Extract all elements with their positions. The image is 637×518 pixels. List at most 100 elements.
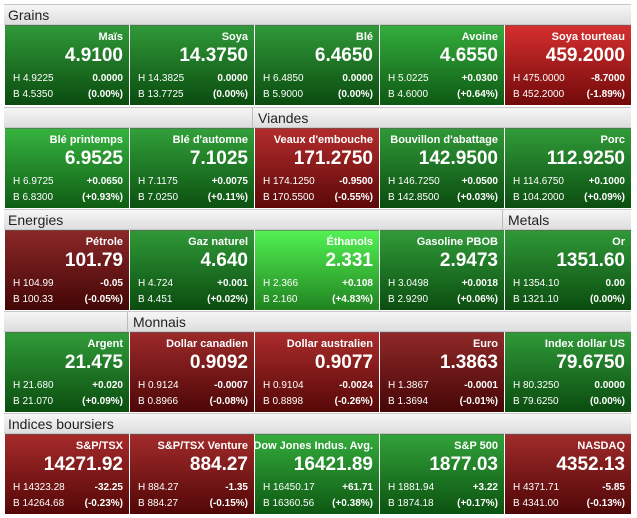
quote-price: 14271.92 xyxy=(43,454,123,475)
quote-name: S&P 500 xyxy=(454,440,498,452)
quote-high: H 4371.71 xyxy=(513,482,560,493)
quote-low: B 21.070 xyxy=(13,396,54,407)
quote-tile: S&P/TSX Venture 884.27 H 884.27 -1.35 B 884.… xyxy=(130,434,254,514)
quote-low: B 1.3694 xyxy=(388,396,429,407)
quote-change: +0.1000 xyxy=(588,176,625,187)
quote-price: 2.9473 xyxy=(439,250,498,271)
quote-percent: (+4.83%) xyxy=(332,294,373,305)
quote-price: 0.9077 xyxy=(314,352,373,373)
quote-name: Gaz naturel xyxy=(188,236,248,248)
quote-name: Éthanols xyxy=(326,236,373,248)
quote-price: 112.9250 xyxy=(546,148,625,169)
quote-low: B 7.0250 xyxy=(138,192,179,203)
quote-tile: Soya tourteau 459.2000 H 475.0000 -8.7000 B … xyxy=(505,25,631,105)
quote-percent: (-0.05%) xyxy=(84,294,123,305)
quote-low: B 104.2000 xyxy=(513,192,565,203)
quote-high: H 4.724 xyxy=(138,278,174,289)
quote-high: H 475.0000 xyxy=(513,73,565,84)
quote-change: 0.0000 xyxy=(342,73,373,84)
quote-low: B 0.8966 xyxy=(138,396,179,407)
quote-change: -0.9500 xyxy=(339,176,373,187)
section-divider xyxy=(502,210,503,229)
quote-change: 0.00 xyxy=(605,278,625,289)
quote-price: 459.2000 xyxy=(545,45,625,66)
quote-tile: Gaz naturel 4.640 H 4.724 +0.001 B 4.451 (+0.… xyxy=(130,230,254,310)
quote-low: B 5.9000 xyxy=(263,89,304,100)
quote-low: B 0.8898 xyxy=(263,396,304,407)
quote-name: Avoine xyxy=(461,31,498,43)
quote-price: 21.475 xyxy=(64,352,123,373)
quote-high: H 21.680 xyxy=(13,380,54,391)
section-title: Indices boursiers xyxy=(8,416,114,432)
quote-high: H 5.0225 xyxy=(388,73,429,84)
quote-tile: S&P/TSX 14271.92 H 14323.28 -32.25 B 14264.6… xyxy=(5,434,129,514)
quote-percent: (-0.13%) xyxy=(586,498,625,509)
quote-high: H 4.9225 xyxy=(13,73,54,84)
quote-name: Veaux d'embouche xyxy=(273,134,373,146)
quote-price: 4.9100 xyxy=(64,45,123,66)
quote-name: Dollar canadien xyxy=(166,338,248,350)
quote-change: -8.7000 xyxy=(591,73,625,84)
quote-high: H 7.1175 xyxy=(138,176,178,187)
quote-high: H 6.9725 xyxy=(13,176,54,187)
quote-high: H 14323.28 xyxy=(13,482,65,493)
quote-name: Maïs xyxy=(98,31,123,43)
section-title: Metals xyxy=(508,212,550,228)
section-divider xyxy=(127,312,128,331)
quote-high: H 1881.94 xyxy=(388,482,435,493)
quote-price: 16421.89 xyxy=(293,454,373,475)
quote-tile: NASDAQ 4352.13 H 4371.71 -5.85 B 4341.00 (-0.… xyxy=(505,434,631,514)
quote-low: B 1874.18 xyxy=(388,498,434,509)
quote-low: B 13.7725 xyxy=(138,89,184,100)
quote-tile: Soya 14.3750 H 14.3825 0.0000 B 13.7725 (0.00… xyxy=(130,25,254,105)
quote-name: Or xyxy=(612,236,625,248)
quote-change: 0.0000 xyxy=(92,73,123,84)
quote-low: B 2.9290 xyxy=(388,294,429,305)
quote-name: Blé printemps xyxy=(49,134,123,146)
quote-percent: (+0.64%) xyxy=(457,89,498,100)
quote-high: H 1.3867 xyxy=(388,380,429,391)
quote-change: -5.85 xyxy=(602,482,625,493)
quote-change: -1.35 xyxy=(225,482,248,493)
quote-low: B 884.27 xyxy=(138,498,179,509)
quote-name: Soya tourteau xyxy=(551,31,625,43)
quote-percent: (+0.03%) xyxy=(457,192,498,203)
quote-high: H 104.99 xyxy=(13,278,54,289)
quote-percent: (+0.06%) xyxy=(457,294,498,305)
quote-name: Dow Jones Indus. Avg. xyxy=(253,440,373,452)
quote-change: +0.0018 xyxy=(461,278,498,289)
quote-low: B 4.451 xyxy=(138,294,173,305)
quote-tile: Bouvillon d'abattage 142.9500 H 146.7250 +0… xyxy=(380,128,504,208)
quote-low: B 79.6250 xyxy=(513,396,559,407)
quote-change: +0.0075 xyxy=(211,176,248,187)
quote-percent: (-0.15%) xyxy=(209,498,248,509)
quote-high: H 1354.10 xyxy=(513,278,560,289)
quote-percent: (0.00%) xyxy=(589,294,625,305)
quote-name: NASDAQ xyxy=(577,440,625,452)
quote-percent: (0.00%) xyxy=(212,89,248,100)
quote-percent: (-0.23%) xyxy=(84,498,123,509)
section-header: Grains xyxy=(4,4,631,25)
quote-name: Argent xyxy=(87,338,123,350)
quote-tile: Index dollar US 79.6750 H 80.3250 0.0000 B 7… xyxy=(505,332,631,412)
quote-price: 101.79 xyxy=(64,250,123,271)
quote-price: 6.9525 xyxy=(64,148,123,169)
quote-high: H 16450.17 xyxy=(263,482,315,493)
quote-low: B 6.8300 xyxy=(13,192,54,203)
quote-price: 171.2750 xyxy=(293,148,373,169)
quote-percent: (+0.17%) xyxy=(457,498,498,509)
quote-name: Porc xyxy=(600,134,625,146)
quote-low: B 170.5500 xyxy=(263,192,315,203)
quote-price: 7.1025 xyxy=(189,148,248,169)
quote-high: H 80.3250 xyxy=(513,380,560,391)
quote-price: 1351.60 xyxy=(556,250,625,271)
quote-change: +0.108 xyxy=(342,278,373,289)
quote-low: B 14264.68 xyxy=(13,498,65,509)
quote-name: Blé d'automne xyxy=(172,134,248,146)
quote-percent: (0.00%) xyxy=(87,89,123,100)
quote-percent: (-0.55%) xyxy=(334,192,373,203)
quote-name: S&P/TSX xyxy=(75,440,123,452)
quote-change: +0.0300 xyxy=(461,73,498,84)
quote-high: H 2.366 xyxy=(263,278,299,289)
quote-tile: Or 1351.60 H 1354.10 0.00 B 1321.10 (0.00%) xyxy=(505,230,631,310)
